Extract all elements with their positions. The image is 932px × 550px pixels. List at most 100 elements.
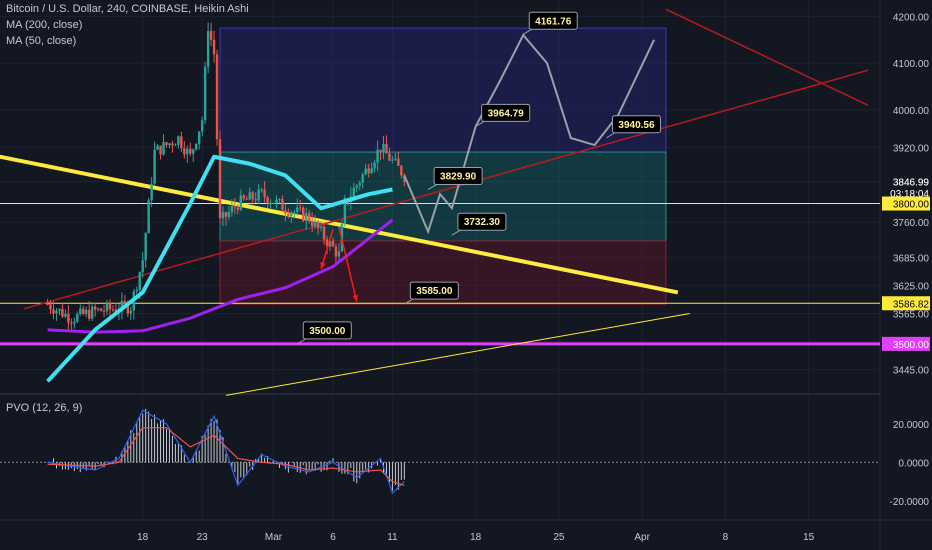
candle-body: [46, 304, 49, 306]
candle-body: [343, 198, 347, 225]
trend-line-red-downtrend: [665, 8, 869, 106]
candle-body: [168, 143, 171, 146]
candle-body: [79, 308, 82, 314]
candle-body: [165, 142, 168, 146]
callout-label: 3940.56: [618, 120, 655, 131]
candle-body: [260, 189, 263, 191]
candle-body: [310, 220, 314, 227]
candle-body: [177, 136, 180, 145]
x-tick-label: 8: [723, 532, 729, 543]
candle-body: [325, 239, 329, 247]
price-tag-label: 3800.00: [893, 200, 930, 211]
price-tag-label: 3500.00: [893, 340, 930, 351]
candle-body: [126, 303, 130, 314]
candle-body: [209, 31, 213, 40]
y-tick-label: 4100.00: [893, 59, 930, 70]
candle-body: [221, 212, 225, 219]
candle-body: [337, 251, 341, 257]
zone-navy: [219, 27, 667, 153]
candle-body: [361, 174, 364, 183]
candle-body: [307, 213, 311, 221]
candle-body: [61, 308, 64, 317]
candle-body: [120, 301, 124, 312]
projection-path: [403, 33, 655, 235]
candle-body: [257, 189, 260, 201]
candle-body: [251, 192, 254, 200]
candle-body: [108, 303, 112, 310]
callout-box: [481, 103, 531, 122]
candle-body: [254, 199, 257, 201]
candle-body: [245, 198, 248, 200]
callout-box: [302, 321, 352, 340]
x-tick-label: 25: [553, 532, 565, 543]
candle-body: [266, 197, 269, 204]
candle-body: [290, 212, 293, 216]
y-tick-label: 4000.00: [893, 106, 930, 117]
y-tick-label: 4200.00: [893, 12, 930, 23]
candle-body: [334, 246, 338, 257]
candle-body: [358, 182, 361, 186]
candle-body: [150, 183, 153, 201]
red-arrow-head: [320, 262, 326, 270]
candle-body: [397, 158, 400, 166]
candle-body: [123, 301, 127, 304]
candle-body: [242, 195, 245, 199]
candle-body: [322, 226, 326, 240]
callout-box: [457, 212, 507, 231]
candle-body: [370, 168, 373, 174]
candle-body: [93, 306, 97, 310]
candle-body: [293, 211, 296, 213]
candle-body: [52, 309, 55, 314]
chart-title: Bitcoin / U.S. Dollar, 240, COINBASE, He…: [6, 3, 249, 15]
ma50-legend: MA (50, close): [6, 35, 77, 47]
trend-line-yellow-downtrend: [0, 154, 679, 295]
candle-body: [55, 310, 58, 314]
candle-body: [403, 175, 406, 182]
candle-body: [102, 311, 106, 313]
candle-body: [76, 313, 79, 322]
candle-body: [85, 309, 88, 314]
candle-body: [316, 221, 320, 229]
candle-body: [147, 200, 150, 234]
pvo-y-tick-label: -20.0000: [890, 497, 930, 508]
candle-body: [394, 158, 397, 160]
candle-body: [278, 199, 281, 201]
y-tick-label: 3685.00: [893, 253, 930, 264]
candle-body: [355, 185, 358, 188]
candle-body: [90, 306, 94, 319]
pvo-line: [47, 409, 405, 495]
x-tick-label: 18: [470, 532, 482, 543]
candle-body: [400, 165, 403, 176]
candle-body: [275, 199, 278, 204]
candle-body: [230, 206, 234, 213]
price-tag-bg: [882, 196, 930, 211]
candle-body: [248, 192, 251, 200]
candle-body: [299, 207, 302, 209]
callout-label: 3500.00: [309, 326, 346, 337]
price-tag-label: 03:18:04: [890, 189, 929, 200]
candle-body: [239, 195, 243, 210]
red-arrow-shaft: [338, 226, 358, 302]
y-tick-label: 3920.00: [893, 143, 930, 154]
candle-body: [156, 145, 159, 150]
callout-label: 3732.30: [464, 217, 501, 228]
candle-body: [272, 202, 275, 204]
red-arrow-shaft: [320, 229, 334, 270]
pvo-y-tick-label: 20.0000: [893, 420, 930, 431]
callout-box: [611, 115, 661, 134]
candle-body: [87, 309, 91, 319]
x-tick-label: 6: [330, 532, 336, 543]
candle-body: [391, 159, 394, 161]
candle-body: [153, 149, 156, 184]
red-arrow-head: [352, 294, 358, 302]
y-tick-label: 3625.00: [893, 281, 930, 292]
candle-body: [200, 120, 204, 132]
ma200-legend: MA (200, close): [6, 19, 83, 31]
candle-body: [382, 143, 385, 153]
y-tick-label: 3760.00: [893, 218, 930, 229]
price-tag-bg: [882, 336, 930, 351]
callout-label: 3964.79: [488, 108, 525, 119]
candle-body: [331, 241, 335, 247]
